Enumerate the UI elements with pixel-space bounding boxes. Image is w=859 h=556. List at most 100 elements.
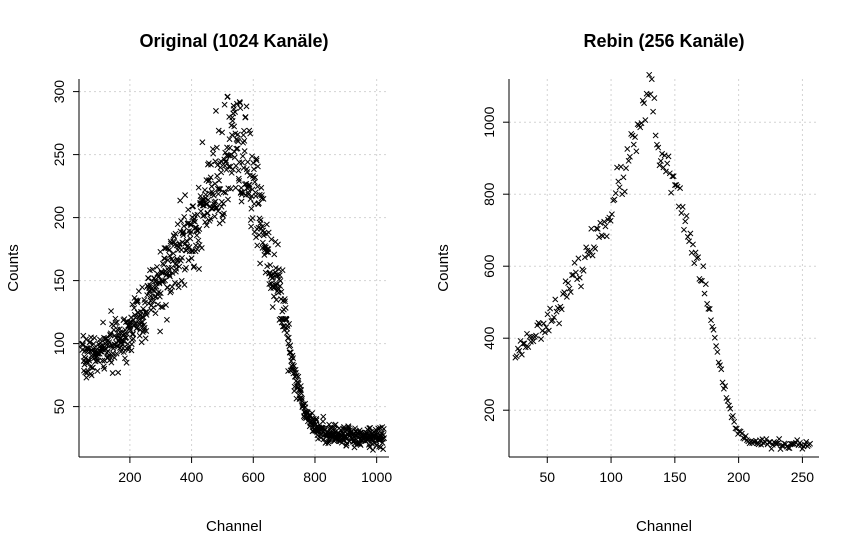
chart-rebin-data-point (632, 134, 639, 141)
chart-original-data-point (169, 283, 176, 290)
chart-original-data-point (253, 157, 260, 164)
chart-original-data-point (380, 446, 387, 453)
chart-rebin-data-point (708, 317, 714, 324)
chart-original-data-point (213, 204, 220, 211)
chart-original-data-point (112, 315, 119, 322)
chart-original-data-point (203, 201, 210, 208)
chart-original-data-point (227, 185, 234, 192)
chart-original-data-point (255, 200, 262, 207)
chart-original-data-point (199, 202, 206, 209)
chart-original-data-point (198, 244, 205, 251)
chart-rebin-data-point (588, 225, 595, 232)
chart-original-data-point (207, 174, 214, 181)
chart-rebin-data-point (738, 430, 745, 437)
chart-original-data-point (147, 282, 154, 289)
chart-original-data-point (241, 137, 248, 144)
chart-original-data-point (229, 132, 235, 138)
chart-original-data-point (302, 404, 309, 411)
chart-original-data-point (160, 278, 167, 285)
chart-original-y-tick-label: 50 (51, 399, 67, 415)
chart-original-data-point (222, 159, 229, 166)
chart-rebin-grid (509, 79, 819, 457)
chart-original-data-point (250, 166, 257, 173)
chart-rebin-data-point (538, 336, 545, 342)
chart-original-data-point (249, 215, 256, 222)
chart-original-data-point (247, 130, 254, 137)
chart-rebin-data-point (549, 317, 556, 324)
chart-original-data-point (182, 192, 189, 199)
chart-original-data-point (162, 277, 169, 284)
chart-rebin-y-tick-label: 800 (481, 182, 497, 206)
chart-rebin-axes: 50 100 150 200 250 200 400 600 800 1000 (481, 79, 819, 485)
chart-original-data-point (217, 164, 224, 171)
chart-original-data-point (113, 319, 120, 326)
chart-rebin-data-point (648, 76, 655, 83)
chart-rebin-data-point (520, 340, 527, 347)
chart-rebin-data-point (603, 233, 610, 240)
chart-original-grid (79, 79, 389, 457)
chart-original-data-point (265, 229, 272, 236)
chart-original-data-point (184, 243, 191, 250)
chart-original-data-point (232, 184, 239, 191)
chart-original-data-point (180, 223, 187, 229)
chart-original-data-point (193, 224, 200, 231)
chart-original-data-point (291, 363, 297, 369)
chart-original-data-point (225, 196, 231, 203)
chart-original-data-point (265, 246, 272, 253)
chart-original-y-tick-label: 100 (51, 332, 67, 356)
chart-original-data-point (223, 157, 230, 164)
chart-rebin-data-point (713, 343, 720, 350)
chart-rebin-data-point (776, 435, 783, 442)
chart-original-data-point (224, 93, 231, 100)
chart-original-data-point (253, 155, 260, 162)
chart-original-data-point (257, 260, 264, 267)
chart-original-data-point (239, 153, 246, 160)
chart-original-data-point (238, 198, 245, 205)
chart-rebin-x-tick-label: 100 (599, 469, 623, 485)
chart-original-data-point (152, 310, 159, 317)
chart-original-data-point (277, 283, 284, 289)
chart-original-data-point (208, 161, 214, 168)
chart-original-data-point (130, 317, 137, 324)
chart-original-data-point (272, 265, 279, 272)
chart-rebin-data-point (581, 254, 588, 261)
chart-original-data-point (86, 357, 93, 364)
chart-rebin-data-point (686, 238, 693, 245)
chart-rebin-data-point (742, 433, 749, 440)
chart-original-data-point (343, 442, 350, 449)
chart-original-data-point (199, 139, 206, 146)
chart-rebin-data-point (558, 306, 565, 313)
chart-rebin: Rebin (256 Kanäle) Channel Counts 50 100 1… (435, 31, 819, 535)
chart-rebin-data-point (607, 217, 614, 224)
chart-original-y-tick-label: 250 (51, 143, 67, 167)
chart-rebin-data-point (670, 173, 677, 180)
chart-original-data-point (213, 205, 220, 212)
chart-original-data-point (259, 239, 266, 246)
chart-original-data-point (260, 195, 267, 202)
chart-rebin-data-point (702, 281, 709, 288)
chart-rebin-data-point (602, 223, 609, 230)
chart-rebin-data-point (657, 158, 664, 164)
chart-original-data-point (223, 166, 230, 173)
chart-original-data-point (233, 145, 240, 152)
chart-original-data-point (250, 160, 257, 166)
chart-rebin-data-point (678, 210, 685, 216)
chart-original-data-point (101, 365, 108, 372)
chart-original-data-point (282, 298, 289, 305)
chart-original-data-point (209, 146, 216, 153)
chart-original-data-point (205, 196, 212, 203)
chart-original-data-point (219, 129, 226, 136)
chart-original-data-point (236, 177, 243, 184)
chart-original-data-point (257, 217, 264, 224)
chart-rebin-data-point (665, 153, 672, 160)
chart-rebin-data-point (731, 418, 738, 425)
chart-rebin-data-point (562, 278, 569, 285)
chart-original-data-point (181, 281, 188, 288)
chart-original-data-point (282, 304, 289, 311)
chart-rebin-data-point (774, 440, 781, 447)
chart-rebin-data-point (726, 402, 732, 409)
chart-original-data-point (230, 105, 237, 112)
chart-original-data-point (313, 415, 320, 422)
chart-rebin-x-tick-label: 250 (791, 469, 815, 485)
chart-original-data-point (161, 255, 168, 262)
